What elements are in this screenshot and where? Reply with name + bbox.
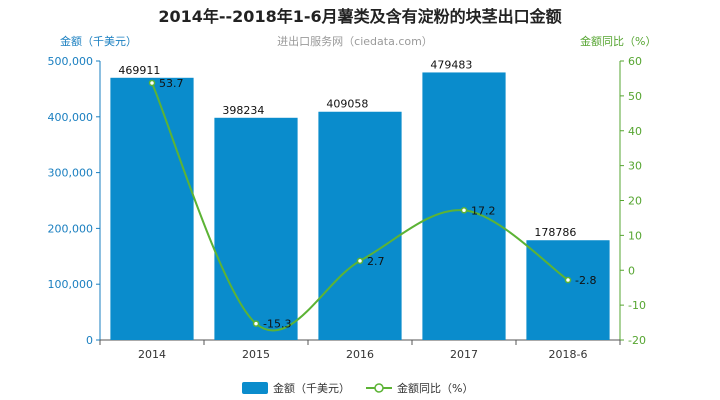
left-tick-label: 500,000 (48, 55, 94, 68)
line-point (564, 276, 572, 284)
left-tick-label: 0 (86, 334, 93, 347)
bar-data-label: 398234 (222, 104, 264, 117)
x-tick-label: 2018-6 (549, 348, 588, 361)
bar (318, 111, 402, 340)
line-point (148, 79, 156, 87)
right-tick-label: 60 (628, 55, 642, 68)
line-data-label: -2.8 (575, 274, 596, 287)
bar-data-label: 479483 (430, 58, 472, 71)
right-tick-label: 20 (628, 195, 642, 208)
line-point (356, 257, 364, 265)
line-series-path (151, 82, 569, 332)
line-data-label: 53.7 (159, 77, 184, 90)
legend-line-marker (374, 383, 384, 393)
right-tick-label: 40 (628, 125, 642, 138)
left-tick-label: 100,000 (48, 278, 94, 291)
line-point (252, 320, 260, 327)
left-axis-title: 金额（千美元） (60, 34, 137, 48)
right-tick-label: 0 (628, 264, 635, 277)
legend-bar-label: 金额（千美元） (273, 381, 350, 395)
bar-data-label: 178786 (534, 226, 576, 239)
legend-line-label: 金额同比（%） (397, 381, 473, 395)
right-tick-label: 50 (628, 90, 642, 103)
right-tick-label: -20 (628, 334, 646, 347)
right-axis-title: 金额同比（%） (580, 34, 656, 48)
x-tick-label: 2017 (450, 348, 478, 361)
bar-data-label: 469911 (118, 64, 160, 77)
x-tick-label: 2014 (138, 348, 166, 361)
plot-area: 0 100,000 200,000 300,000 400,000 500,000 -20 -… (48, 55, 646, 361)
line-data-label: -15.3 (263, 318, 291, 331)
bar-data-label: 409058 (326, 98, 368, 111)
legend: 金额（千美元） 金额同比（%） (242, 381, 473, 395)
bar (110, 77, 194, 340)
x-tick-label: 2015 (242, 348, 270, 361)
bar (214, 117, 298, 340)
right-tick-label: 30 (628, 160, 642, 173)
left-tick-label: 200,000 (48, 222, 94, 235)
bar (422, 72, 506, 340)
x-tick-label: 2016 (346, 348, 374, 361)
chart-subtitle: 进出口服务网（ciedata.com） (277, 34, 433, 48)
left-tick-label: 300,000 (48, 167, 94, 180)
line-data-label: 17.2 (471, 204, 496, 217)
right-tick-label: 10 (628, 229, 642, 242)
chart-title: 2014年--2018年1-6月薯类及含有淀粉的块茎出口金额 (158, 7, 561, 26)
left-tick-label: 400,000 (48, 111, 94, 124)
line-data-label: 2.7 (367, 255, 385, 268)
right-tick-label: -10 (628, 299, 646, 312)
line-point (460, 207, 468, 214)
legend-bar-swatch (242, 382, 268, 394)
